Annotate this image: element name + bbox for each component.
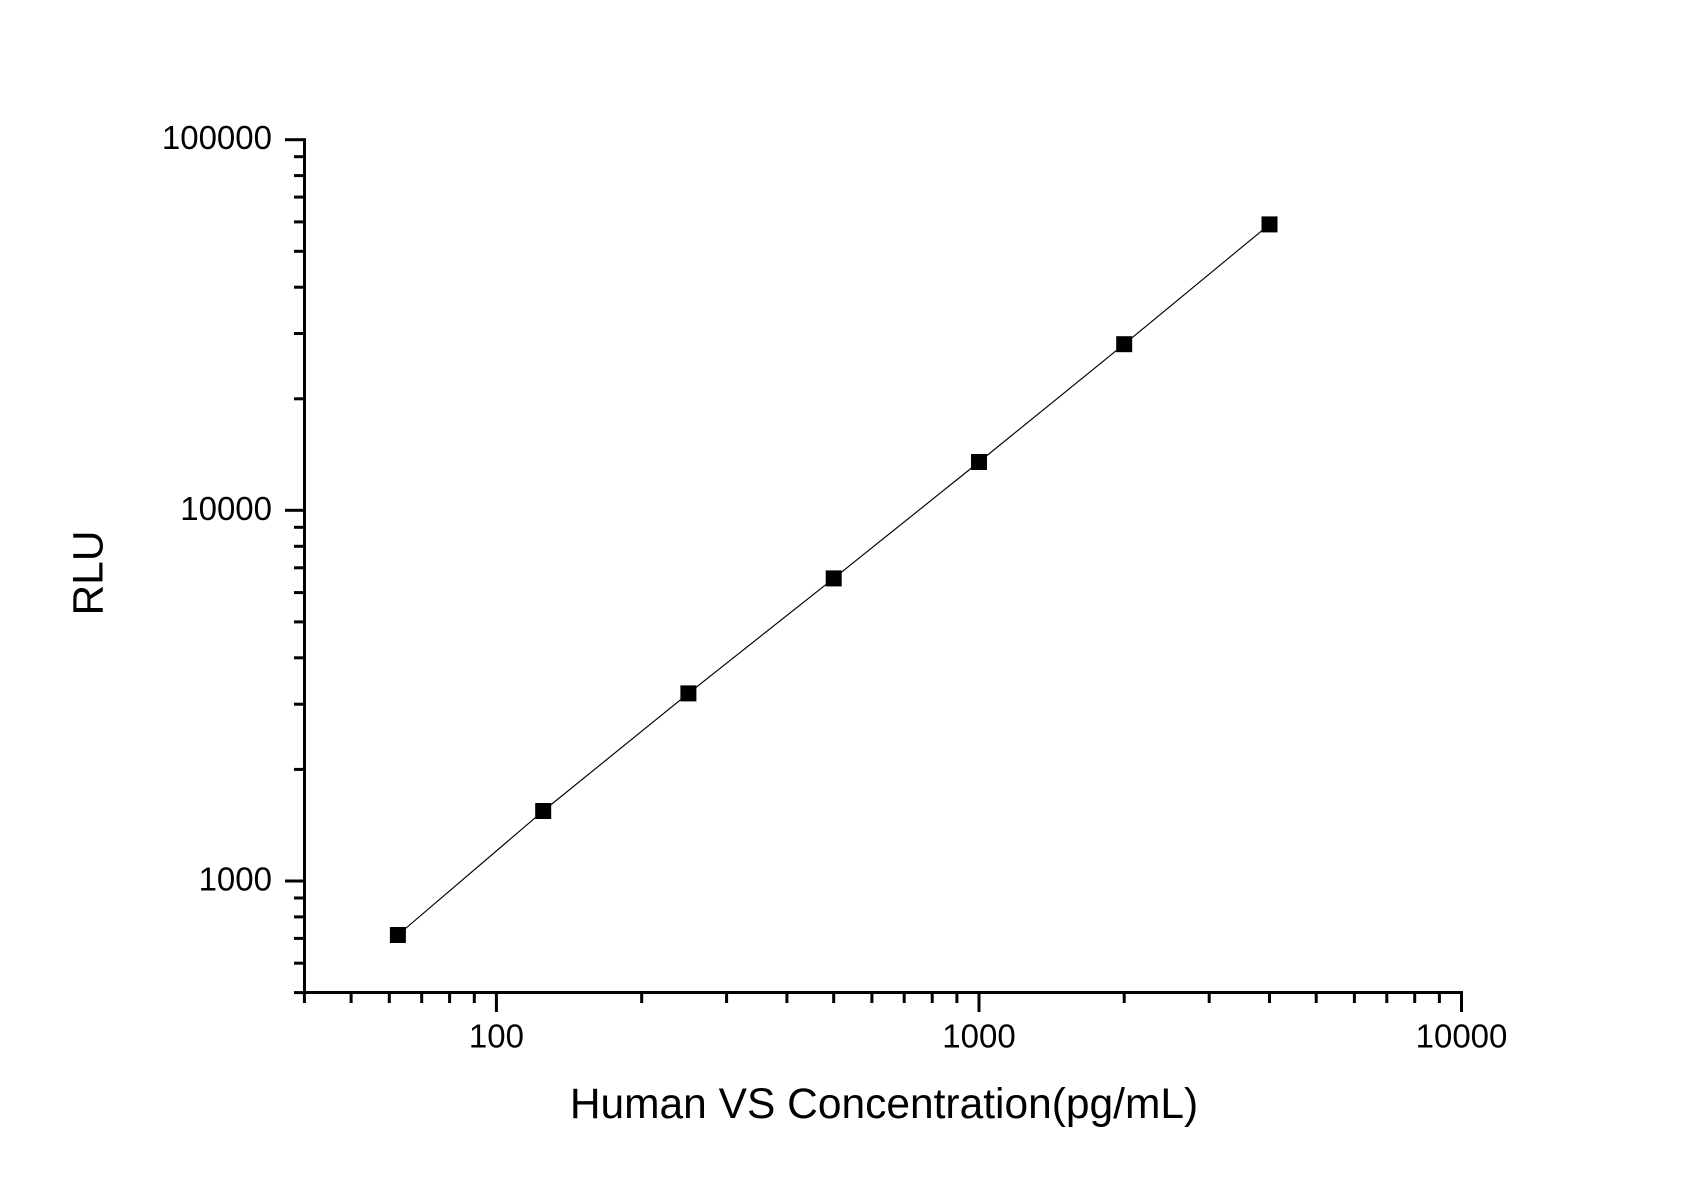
svg-text:1000: 1000: [942, 1018, 1015, 1055]
svg-text:1000: 1000: [199, 861, 272, 898]
svg-text:100000: 100000: [162, 119, 272, 156]
svg-text:10000: 10000: [1416, 1018, 1508, 1055]
svg-text:Human VS Concentration(pg/mL): Human VS Concentration(pg/mL): [570, 1081, 1198, 1128]
svg-text:10000: 10000: [180, 490, 272, 527]
svg-text:100: 100: [469, 1018, 524, 1055]
svg-text:RLU: RLU: [66, 530, 113, 615]
